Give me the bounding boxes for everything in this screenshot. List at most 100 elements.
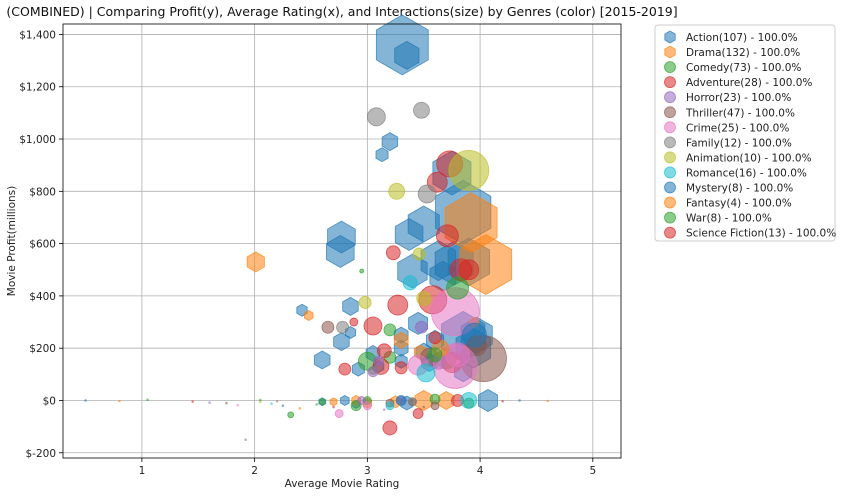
- data-point: [382, 408, 386, 411]
- legend-marker: [664, 181, 676, 194]
- data-point: [326, 234, 355, 268]
- data-point: [244, 438, 247, 441]
- data-point: [373, 355, 385, 367]
- legend-label: Science Fiction(13) - 100.0%: [686, 228, 836, 240]
- legend-marker: [664, 106, 676, 119]
- data-point: [363, 316, 383, 336]
- legend-marker: [664, 196, 676, 209]
- y-tick-label: $1,200: [19, 82, 56, 94]
- legend-item: Thriller(47) - 100.0%: [664, 106, 795, 119]
- data-point: [287, 411, 295, 419]
- data-point: [478, 389, 498, 412]
- legend-label: Thriller(47) - 100.0%: [685, 107, 795, 119]
- legend-label: Horror(23) - 100.0%: [686, 92, 791, 104]
- x-axis-label: Average Movie Rating: [285, 478, 400, 490]
- data-point: [225, 401, 228, 405]
- data-point: [357, 396, 367, 405]
- data-point: [394, 217, 424, 251]
- data-point: [334, 409, 344, 418]
- data-point: [340, 395, 350, 406]
- x-tick-label: 1: [139, 465, 146, 477]
- legend-label: Animation(10) - 100.0%: [686, 152, 812, 164]
- data-point: [381, 132, 399, 152]
- data-point: [412, 247, 426, 261]
- data-point: [366, 107, 386, 127]
- data-point: [314, 350, 331, 370]
- y-tick-label: $1,000: [19, 134, 56, 146]
- x-tick-label: 4: [477, 465, 484, 477]
- data-point: [246, 251, 265, 273]
- data-point: [458, 259, 480, 281]
- legend-label: Drama(132) - 100.0%: [686, 47, 800, 59]
- data-point: [382, 420, 398, 436]
- data-point: [435, 224, 459, 248]
- x-tick-label: 5: [589, 465, 596, 477]
- data-point: [416, 291, 432, 306]
- legend-label: Romance(16) - 100.0%: [686, 167, 807, 179]
- legend-marker: [664, 45, 676, 59]
- legend-marker: [664, 76, 676, 89]
- data-point: [518, 399, 521, 402]
- legend-item: Crime(25) - 100.0%: [664, 121, 789, 134]
- data-point: [338, 362, 352, 376]
- data-point: [332, 405, 335, 409]
- data-point: [318, 398, 326, 406]
- data-point: [450, 402, 454, 405]
- data-point: [428, 331, 442, 345]
- legend-item: Family(12) - 100.0%: [664, 136, 792, 149]
- data-point: [393, 331, 409, 349]
- legend-marker: [664, 211, 676, 224]
- legend-item: Science Fiction(13) - 100.0%: [664, 226, 836, 240]
- data-point: [501, 399, 504, 403]
- legend-item: Adventure(28) - 100.0%: [664, 76, 812, 89]
- data-point: [387, 294, 409, 316]
- legend-label: Comedy(73) - 100.0%: [686, 62, 801, 74]
- y-tick-label: $600: [29, 239, 56, 251]
- data-point: [349, 317, 359, 327]
- legend-marker: [664, 136, 676, 149]
- data-point: [258, 398, 262, 402]
- data-point: [430, 401, 440, 411]
- data-point: [460, 392, 478, 409]
- legend-item: Animation(10) - 100.0%: [664, 151, 812, 164]
- legend-item: Drama(132) - 100.0%: [664, 45, 800, 59]
- data-point: [422, 405, 426, 409]
- data-point: [191, 400, 194, 403]
- y-tick-label: $0: [43, 395, 56, 407]
- data-point: [375, 147, 389, 163]
- data-point: [394, 361, 408, 375]
- y-tick-label: $400: [29, 291, 56, 303]
- data-point: [394, 40, 420, 70]
- data-point: [321, 320, 335, 334]
- data-point: [84, 399, 87, 402]
- data-point: [333, 332, 350, 352]
- data-point: [408, 397, 417, 407]
- legend-marker: [664, 61, 676, 73]
- legend-label: War(8) - 100.0%: [686, 213, 772, 225]
- data-point: [236, 403, 240, 407]
- legend-label: Family(12) - 100.0%: [686, 137, 792, 149]
- x-axis-ticks: 1 2 3 4 5: [139, 458, 596, 477]
- data-point: [448, 150, 490, 191]
- data-point: [412, 408, 424, 419]
- legend-marker: [664, 151, 676, 164]
- data-point: [383, 323, 397, 337]
- data-point: [446, 276, 469, 300]
- y-tick-label: $200: [29, 343, 56, 355]
- legend-label: Crime(25) - 100.0%: [686, 122, 789, 134]
- data-point: [118, 399, 121, 403]
- data-point: [329, 397, 338, 407]
- data-point: [315, 403, 318, 406]
- data-point: [415, 320, 428, 334]
- data-point: [208, 401, 211, 404]
- data-point: [388, 182, 406, 200]
- legend-item: Fantasy(4) - 100.0%: [664, 196, 792, 210]
- legend-item: Comedy(73) - 100.0%: [664, 61, 801, 74]
- legend-label: Mystery(8) - 100.0%: [686, 183, 793, 195]
- x-tick-label: 3: [364, 465, 371, 477]
- data-point: [146, 398, 149, 401]
- legend-marker: [664, 30, 676, 44]
- x-tick-label: 2: [251, 465, 258, 477]
- legend-label: Adventure(28) - 100.0%: [686, 77, 812, 89]
